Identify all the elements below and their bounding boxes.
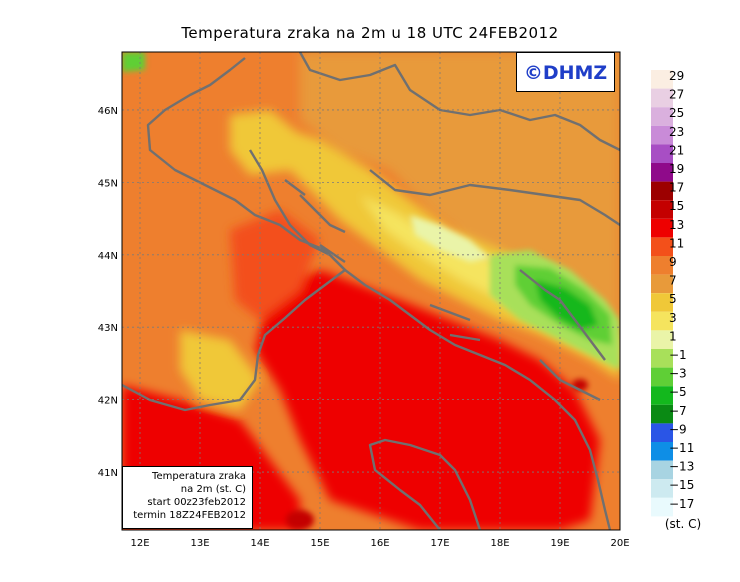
legend-label: 19 (669, 162, 684, 176)
legend-swatch (651, 442, 673, 461)
legend-label: 23 (669, 125, 684, 139)
dhmz-logo: ©DHMZ (516, 52, 615, 92)
legend-swatch (651, 386, 673, 405)
legend-label: 17 (669, 181, 684, 195)
legend-swatch (651, 349, 673, 368)
legend-label: 15 (669, 199, 684, 213)
legend-swatch (651, 330, 673, 349)
legend-label: 7 (669, 274, 677, 288)
temperature-field (122, 52, 620, 530)
legend-label: −5 (669, 385, 687, 399)
legend-swatch (651, 218, 673, 238)
legend-label: −1 (669, 348, 687, 362)
lon-tick-label: 15E (310, 538, 329, 549)
legend-swatch (651, 367, 673, 387)
lon-tick-label: 18E (490, 538, 509, 549)
legend-swatch (651, 311, 673, 331)
legend-label: 5 (669, 292, 677, 306)
legend-label: −15 (669, 478, 694, 492)
legend-swatch (651, 70, 673, 89)
legend-swatch (651, 107, 673, 126)
lon-tick-label: 16E (370, 538, 389, 549)
legend-label: −3 (669, 367, 687, 381)
legend-label: 27 (669, 88, 684, 102)
legend-swatch (651, 200, 673, 219)
legend-label: −17 (669, 497, 694, 511)
legend-swatch (651, 460, 673, 480)
legend-unit: (st. C) (665, 517, 701, 531)
lat-tick-label: 42N (98, 396, 118, 407)
lon-tick-label: 17E (430, 538, 449, 549)
lat-tick-label: 46N (98, 106, 118, 117)
legend-label: 21 (669, 143, 684, 157)
legend-label: −9 (669, 422, 687, 436)
lon-tick-label: 12E (130, 538, 149, 549)
legend-label: 3 (669, 311, 677, 325)
legend-label: 11 (669, 236, 684, 250)
legend-label: 9 (669, 255, 677, 269)
legend-swatch (651, 181, 673, 201)
lon-tick-label: 20E (610, 538, 629, 549)
legend-swatch (651, 88, 673, 108)
latitude-axis: 41N 42N 43N 44N 45N 46N (98, 106, 118, 479)
temperature-legend: 29 27 25 23 21 19 17 15 13 11 9 7 5 3 1 −1 −3 −5 −7 −9 −11 −1… (651, 69, 694, 517)
legend-swatch (651, 479, 673, 498)
legend-swatch (651, 293, 673, 312)
legend-label: −11 (669, 441, 694, 455)
lon-tick-label: 13E (190, 538, 209, 549)
legend-swatch (651, 274, 673, 294)
legend-swatch (651, 237, 673, 256)
info-box: Temperatura zraka na 2m (st. C) start 00… (122, 466, 253, 529)
lat-tick-label: 45N (98, 178, 118, 189)
legend-label: −7 (669, 404, 687, 418)
legend-swatch (651, 144, 673, 163)
legend-swatch (651, 256, 673, 275)
legend-swatch (651, 423, 673, 442)
legend-label: 1 (669, 329, 677, 343)
lat-tick-label: 43N (98, 323, 118, 334)
lat-tick-label: 44N (98, 251, 118, 262)
legend-label: 25 (669, 106, 684, 120)
legend-swatch (651, 163, 673, 182)
legend-swatch (651, 125, 673, 145)
lon-tick-label: 14E (250, 538, 269, 549)
legend-label: 29 (669, 69, 684, 83)
info-line-4: termin 18Z24FEB2012 (133, 510, 246, 521)
longitude-axis: 12E 13E 14E 15E 16E 17E 18E 19E 20E (130, 538, 629, 549)
info-line-2: na 2m (st. C) (180, 484, 246, 495)
legend-swatch (651, 497, 673, 517)
info-line-3: start 00z23feb2012 (147, 497, 246, 508)
legend-label: 13 (669, 218, 684, 232)
lat-tick-label: 41N (98, 468, 118, 479)
legend-label: −13 (669, 460, 694, 474)
map-title: Temperatura zraka na 2m u 18 UTC 24FEB20… (181, 24, 559, 42)
legend-swatch (651, 404, 673, 424)
info-line-1: Temperatura zraka (152, 471, 246, 482)
lon-tick-label: 19E (550, 538, 569, 549)
